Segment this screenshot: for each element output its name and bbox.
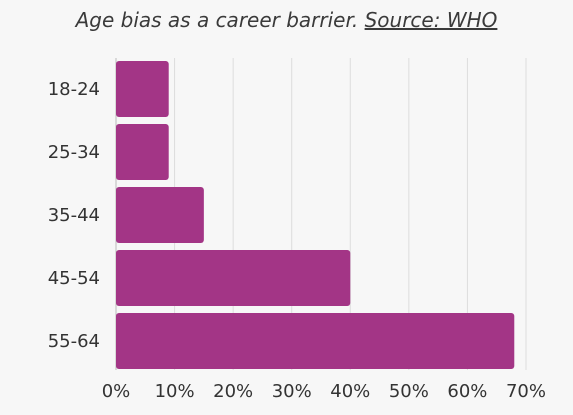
category-label: 18-24 (48, 79, 100, 100)
bar-55-64[interactable] (116, 313, 515, 369)
x-tick-labels: 0% 10% 20% 30% 40% 50% 60% 70% (102, 381, 546, 402)
chart-title-text: Age bias as a career barrier. (75, 8, 359, 32)
x-tick-label: 10% (155, 381, 195, 402)
bar-25-34[interactable] (116, 124, 169, 180)
category-label: 25-34 (48, 142, 100, 163)
x-tick-label: 50% (389, 381, 429, 402)
category-label: 45-54 (48, 268, 100, 289)
x-tick-label: 70% (506, 381, 546, 402)
category-labels: 18-24 25-34 35-44 45-54 55-64 (48, 79, 100, 352)
x-tick-label: 20% (213, 381, 253, 402)
category-label: 35-44 (48, 205, 100, 226)
bar-18-24[interactable] (116, 61, 169, 117)
category-label: 55-64 (48, 331, 100, 352)
x-tick-label: 40% (330, 381, 370, 402)
x-tick-label: 0% (102, 381, 131, 402)
bars (116, 61, 515, 369)
bar-35-44[interactable] (116, 187, 204, 243)
source-link[interactable]: Source: WHO (364, 8, 498, 32)
bar-45-54[interactable] (116, 250, 351, 306)
x-tick-label: 30% (272, 381, 312, 402)
x-tick-label: 60% (447, 381, 487, 402)
chart-title: Age bias as a career barrier. Source: WH… (0, 8, 573, 32)
